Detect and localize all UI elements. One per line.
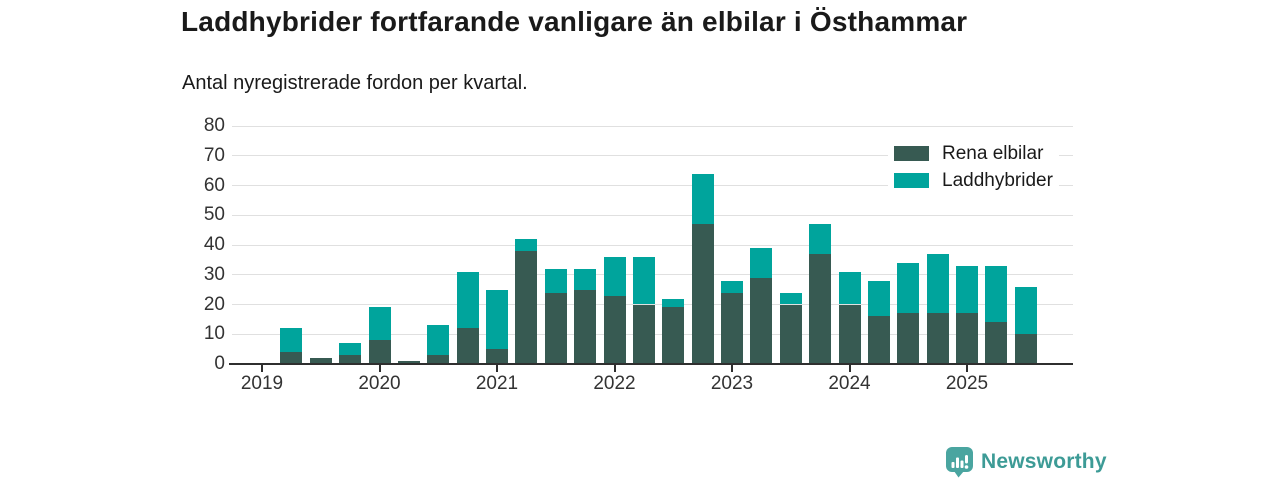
bar-segment-rena-elbilar xyxy=(662,307,685,364)
bar-segment-rena-elbilar xyxy=(544,292,567,364)
bar-segment-rena-elbilar xyxy=(368,340,391,364)
bar-segment-rena-elbilar xyxy=(280,352,303,364)
x-axis-label-2024: 2024 xyxy=(828,373,871,394)
x-axis-tick-2023 xyxy=(731,365,733,372)
chart-subtitle: Antal nyregistrerade fordon per kvartal. xyxy=(182,72,528,94)
x-axis-tick-2021 xyxy=(496,365,498,372)
bar-segment-laddhybrider xyxy=(1014,286,1037,335)
gridline-y-40 xyxy=(232,244,1073,246)
bar-segment-laddhybrider xyxy=(456,271,479,329)
bar-segment-rena-elbilar xyxy=(985,322,1008,364)
bar-segment-laddhybrider xyxy=(897,262,920,314)
y-axis-label-20: 20 xyxy=(203,293,225,315)
x-axis-tick-2019 xyxy=(261,365,263,372)
bar-segment-rena-elbilar xyxy=(427,355,450,364)
legend-label: Laddhybrider xyxy=(942,169,1053,191)
bar-segment-rena-elbilar xyxy=(632,304,655,364)
bar-segment-laddhybrider xyxy=(779,292,802,305)
bar-segment-rena-elbilar xyxy=(691,224,714,364)
bar-segment-laddhybrider xyxy=(515,239,538,251)
x-axis-label-2019: 2019 xyxy=(240,373,284,394)
chart-title: Laddhybrider fortfarande vanligare än el… xyxy=(181,6,968,37)
bar-segment-laddhybrider xyxy=(867,280,890,317)
y-axis-label-40: 40 xyxy=(203,234,225,255)
newsworthy-logo: Newsworthy xyxy=(945,446,1107,478)
bar-segment-rena-elbilar xyxy=(339,355,362,364)
x-axis-tick-2025 xyxy=(966,365,968,372)
y-axis-label-80: 80 xyxy=(203,115,225,136)
legend-item-rena-elbilar: Rena elbilar xyxy=(894,140,1053,167)
bar-segment-laddhybrider xyxy=(544,268,567,293)
bar-segment-rena-elbilar xyxy=(897,313,920,364)
bar-segment-rena-elbilar xyxy=(838,304,861,364)
bar-segment-laddhybrider xyxy=(750,247,773,278)
bar-segment-laddhybrider xyxy=(486,289,508,350)
bar-segment-laddhybrider xyxy=(662,298,685,308)
x-axis-line xyxy=(229,363,1073,365)
newsworthy-wordmark: Newsworthy xyxy=(981,450,1107,473)
bar-segment-rena-elbilar xyxy=(515,250,538,364)
x-axis-label-2025: 2025 xyxy=(945,373,989,394)
bar-segment-laddhybrider xyxy=(956,265,978,314)
x-axis-label-2022: 2022 xyxy=(593,373,636,394)
gridline-y-80 xyxy=(232,125,1073,127)
bar-segment-laddhybrider xyxy=(603,256,626,296)
bar-segment-rena-elbilar xyxy=(1014,334,1037,364)
x-axis-tick-2024 xyxy=(848,365,851,372)
bar-segment-laddhybrider xyxy=(368,307,391,341)
gridline-y-60 xyxy=(232,185,1073,186)
legend-swatch-laddhybrider xyxy=(894,173,929,188)
bar-segment-rena-elbilar xyxy=(956,313,978,364)
bar-segment-laddhybrider xyxy=(721,280,743,293)
legend: Rena elbilar Laddhybrider xyxy=(888,138,1059,196)
legend-item-laddhybrider: Laddhybrider xyxy=(894,167,1053,194)
x-axis-label-2021: 2021 xyxy=(475,373,519,394)
bar-segment-laddhybrider xyxy=(574,268,597,290)
gridline-y-70 xyxy=(232,155,1073,157)
y-axis-label-60: 60 xyxy=(203,174,225,196)
x-axis-tick-2020 xyxy=(378,365,381,372)
bar-segment-rena-elbilar xyxy=(574,289,597,364)
y-axis-label-10: 10 xyxy=(203,323,225,345)
bar-segment-laddhybrider xyxy=(339,343,362,356)
bar-segment-laddhybrider xyxy=(985,265,1008,323)
bar-segment-laddhybrider xyxy=(632,256,655,305)
gridline-y-50 xyxy=(232,214,1073,216)
y-axis-label-30: 30 xyxy=(203,263,225,285)
bar-segment-rena-elbilar xyxy=(721,292,743,364)
bar-segment-rena-elbilar xyxy=(779,304,802,364)
bar-segment-rena-elbilar xyxy=(486,349,508,364)
bar-segment-rena-elbilar xyxy=(926,313,949,364)
bar-segment-laddhybrider xyxy=(280,328,303,353)
y-axis-label-50: 50 xyxy=(203,204,225,226)
bar-segment-rena-elbilar xyxy=(309,358,332,364)
bar-segment-rena-elbilar xyxy=(603,295,626,364)
bar-segment-rena-elbilar xyxy=(809,253,832,364)
y-axis-label-70: 70 xyxy=(203,144,225,166)
bar-segment-laddhybrider xyxy=(838,271,861,305)
y-axis-label-0: 0 xyxy=(214,353,225,374)
newsworthy-icon xyxy=(946,447,973,478)
legend-swatch-rena-elbilar xyxy=(894,146,929,161)
bar-segment-laddhybrider xyxy=(427,325,450,356)
bar-segment-laddhybrider xyxy=(691,173,714,225)
x-axis-tick-2022 xyxy=(613,365,616,372)
legend-label: Rena elbilar xyxy=(942,142,1044,164)
x-axis-label-2020: 2020 xyxy=(358,373,401,394)
bar-segment-rena-elbilar xyxy=(750,277,773,364)
bar-segment-rena-elbilar xyxy=(867,316,890,364)
bar-segment-laddhybrider xyxy=(926,253,949,314)
bar-segment-laddhybrider xyxy=(809,224,832,254)
bar-segment-rena-elbilar xyxy=(397,361,420,364)
bar-segment-rena-elbilar xyxy=(456,328,479,364)
x-axis-label-2023: 2023 xyxy=(710,373,754,394)
